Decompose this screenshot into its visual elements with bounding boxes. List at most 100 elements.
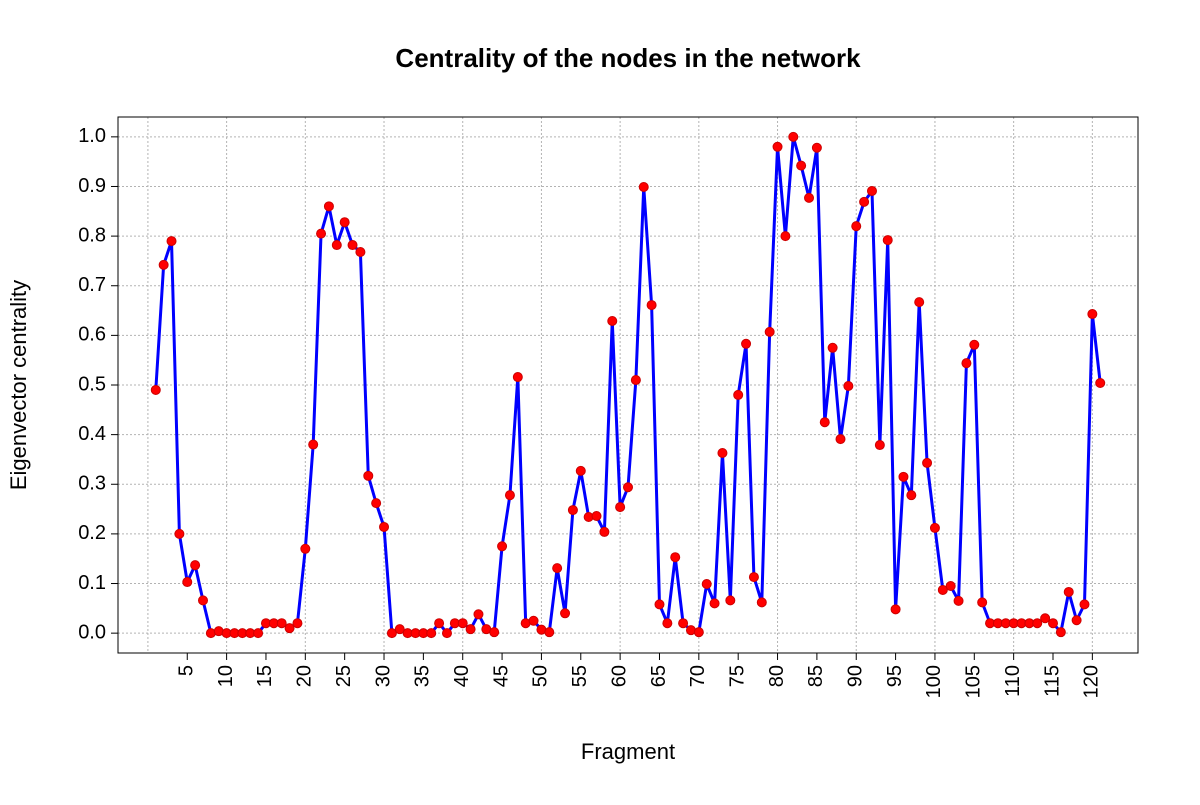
point [457, 618, 468, 629]
x-tick-label: 30 [372, 665, 394, 687]
point [379, 521, 390, 532]
point [835, 434, 846, 445]
point [276, 618, 287, 629]
point [504, 490, 515, 501]
point [654, 599, 665, 610]
x-tick-label: 50 [530, 665, 552, 687]
point [292, 618, 303, 629]
point [890, 604, 901, 615]
point [717, 447, 728, 458]
point [1087, 309, 1098, 320]
point [575, 465, 586, 476]
point [709, 598, 720, 609]
point [1040, 613, 1051, 624]
point [371, 498, 382, 509]
x-tick-label: 105 [963, 665, 985, 698]
x-tick-label: 110 [1002, 665, 1024, 697]
x-tick-label: 115 [1041, 665, 1063, 697]
point [331, 240, 342, 251]
point [284, 623, 295, 634]
point [1055, 627, 1066, 638]
point [756, 597, 767, 608]
point [560, 608, 571, 619]
point [567, 505, 578, 516]
x-tick-label: 5 [176, 665, 198, 676]
chart-title: Centrality of the nodes in the network [395, 43, 861, 73]
point [323, 201, 334, 212]
point [623, 482, 633, 493]
point [922, 457, 933, 468]
x-tick-label: 120 [1081, 665, 1103, 698]
point [945, 581, 956, 591]
x-tick-label: 95 [884, 665, 906, 687]
point [638, 181, 649, 192]
point [906, 490, 917, 501]
y-tick-label: 0.4 [78, 423, 106, 445]
point [253, 628, 264, 639]
point [347, 240, 358, 251]
point [725, 595, 736, 606]
x-tick-label: 10 [215, 665, 237, 687]
y-tick-label: 0.3 [78, 473, 106, 495]
point [772, 141, 783, 152]
point [394, 624, 405, 635]
point [780, 231, 791, 242]
point [615, 502, 626, 513]
x-tick-label: 55 [569, 665, 591, 687]
x-tick-label: 15 [254, 665, 276, 687]
point [591, 511, 602, 522]
point [544, 627, 555, 638]
point [426, 628, 437, 639]
point [528, 615, 539, 626]
point [1032, 618, 1043, 629]
x-tick-label: 85 [805, 665, 827, 687]
x-tick-label: 90 [845, 665, 867, 687]
x-tick-label: 20 [294, 665, 316, 687]
y-tick-label: 0.5 [78, 373, 106, 395]
point [489, 627, 500, 638]
x-tick-label: 25 [333, 665, 355, 687]
y-tick-label: 0.1 [78, 572, 106, 594]
point [701, 579, 712, 590]
point [898, 471, 909, 482]
x-tick-label: 40 [451, 665, 473, 687]
y-tick-label: 0.8 [78, 224, 106, 246]
point [914, 297, 925, 308]
point [339, 217, 350, 228]
point [465, 624, 476, 635]
point [733, 389, 744, 400]
point [741, 338, 752, 349]
point [693, 627, 704, 638]
point [166, 236, 177, 247]
point [300, 543, 311, 554]
point [355, 246, 366, 257]
point [678, 618, 689, 629]
x-tick-label: 100 [923, 665, 945, 698]
x-tick-label: 65 [648, 665, 670, 687]
point [198, 595, 208, 606]
y-tick-label: 1.0 [78, 125, 106, 147]
point [599, 526, 610, 537]
x-axis-label: Fragment [581, 739, 675, 764]
point [796, 160, 807, 171]
point [308, 439, 319, 450]
point [441, 628, 452, 639]
x-tick-label: 35 [412, 665, 434, 687]
point [843, 380, 854, 391]
point [552, 563, 563, 574]
point [882, 235, 893, 246]
plot-frame [117, 116, 1139, 654]
point [316, 228, 327, 239]
point [182, 577, 193, 588]
point [804, 192, 815, 203]
point [607, 315, 618, 326]
point [158, 259, 169, 270]
point [1079, 599, 1090, 610]
point [1095, 378, 1106, 389]
point [1071, 615, 1082, 626]
point [646, 300, 657, 311]
y-axis-label: Eigenvector centrality [6, 280, 31, 490]
point [961, 358, 972, 369]
y-tick-label: 0.9 [78, 175, 106, 197]
